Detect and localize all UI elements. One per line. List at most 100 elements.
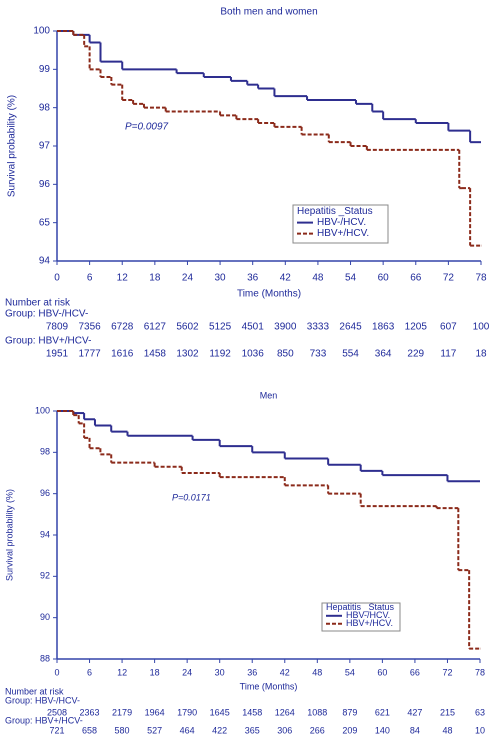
risk-count: 7809 — [46, 322, 69, 333]
y-tick-label: 96 — [40, 488, 50, 498]
y-tick-label: 98 — [39, 102, 51, 113]
risk-count: 3333 — [307, 322, 330, 333]
x-axis-label: Time (Months) — [237, 289, 301, 300]
x-tick-label: 54 — [345, 667, 355, 677]
p-value: P=0.0097 — [125, 122, 169, 133]
risk-count: 1863 — [372, 322, 395, 333]
risk-count: 266 — [310, 725, 325, 735]
x-tick-label: 60 — [378, 273, 390, 284]
x-tick-label: 42 — [280, 667, 290, 677]
risk-count: 6127 — [144, 322, 167, 333]
risk-group-name: Group: HBV+/HCV- — [5, 715, 83, 725]
risk-count: 607 — [440, 322, 457, 333]
chart-panel: Both men and women Survival probability (… — [5, 7, 490, 360]
y-axis-label: Survival probability (%) — [4, 489, 14, 581]
risk-count: 4501 — [242, 322, 265, 333]
risk-group-name: Group: HBV-/HCV- — [5, 695, 80, 705]
x-tick-label: 72 — [443, 273, 455, 284]
risk-count: 140 — [375, 725, 390, 735]
risk-count: 850 — [277, 349, 294, 360]
x-tick-label: 36 — [247, 667, 257, 677]
risk-count: 1616 — [111, 349, 134, 360]
risk-count: 1302 — [176, 349, 199, 360]
legend-label: HBV+/HCV. — [317, 228, 369, 239]
y-tick-label: 97 — [39, 141, 51, 152]
x-tick-label: 66 — [410, 273, 422, 284]
legend-title: Hepatitis _Status — [326, 602, 395, 612]
legend-box — [321, 602, 401, 632]
x-tick-label: 6 — [87, 273, 93, 284]
risk-count: 1205 — [405, 322, 428, 333]
risk-count: 365 — [245, 725, 260, 735]
x-tick-label: 42 — [280, 273, 292, 284]
x-tick-label: 12 — [117, 667, 127, 677]
y-tick-label: 94 — [39, 256, 51, 267]
risk-count: 721 — [49, 725, 64, 735]
x-tick-label: 60 — [377, 667, 387, 677]
x-tick-label: 18 — [149, 273, 161, 284]
chart-title: Both men and women — [220, 7, 317, 18]
risk-count: 1964 — [145, 707, 165, 717]
x-tick-label: 48 — [312, 667, 322, 677]
y-tick-label: 100 — [33, 26, 50, 37]
risk-count: 2363 — [80, 707, 100, 717]
x-axis-label: Time (Months) — [240, 681, 298, 691]
risk-count: 527 — [147, 725, 162, 735]
risk-table-label: Number at risk — [5, 298, 71, 309]
risk-count: 5602 — [176, 322, 199, 333]
risk-count: 1088 — [307, 707, 327, 717]
risk-count: 48 — [442, 725, 452, 735]
x-tick-label: 24 — [182, 273, 194, 284]
risk-group-name: Group: HBV+/HCV- — [5, 336, 91, 347]
x-tick-label: 12 — [117, 273, 129, 284]
y-tick-label: 100 — [35, 405, 50, 415]
x-tick-label: 36 — [247, 273, 259, 284]
x-tick-label: 48 — [312, 273, 324, 284]
risk-count: 5125 — [209, 322, 232, 333]
x-tick-label: 0 — [54, 667, 59, 677]
risk-count: 422 — [212, 725, 227, 735]
risk-count: 580 — [115, 725, 130, 735]
risk-count: 1192 — [209, 349, 231, 360]
risk-count: 1458 — [242, 707, 262, 717]
risk-count: 2645 — [339, 322, 362, 333]
risk-count: 364 — [375, 349, 392, 360]
y-tick-label: 98 — [40, 447, 50, 457]
x-tick-label: 24 — [182, 667, 192, 677]
risk-count: 1790 — [177, 707, 197, 717]
x-tick-label: 78 — [475, 273, 487, 284]
risk-count: 621 — [375, 707, 390, 717]
risk-count: 10 — [475, 725, 485, 735]
risk-count: 229 — [407, 349, 424, 360]
risk-count: 427 — [407, 707, 422, 717]
risk-count: 1264 — [275, 707, 295, 717]
y-axis-label: Survival probability (%) — [7, 95, 18, 197]
risk-count: 464 — [180, 725, 195, 735]
y-tick-label: 88 — [40, 653, 50, 663]
risk-count: 84 — [410, 725, 420, 735]
legend-label: HBV-/HCV. — [346, 610, 390, 620]
risk-count: 100 — [473, 322, 490, 333]
risk-count: 879 — [342, 707, 357, 717]
x-tick-label: 78 — [475, 667, 485, 677]
risk-count: 2179 — [112, 707, 132, 717]
risk-count: 6728 — [111, 322, 134, 333]
risk-table-label: Number at risk — [5, 686, 64, 696]
risk-group-name: Group: HBV-/HCV- — [5, 309, 88, 320]
risk-count: 3900 — [274, 322, 297, 333]
y-tick-label: 90 — [40, 612, 50, 622]
x-tick-label: 66 — [410, 667, 420, 677]
y-tick-label: 65 — [39, 217, 51, 228]
legend-label: HBV-/HCV. — [317, 217, 366, 228]
risk-count: 658 — [82, 725, 97, 735]
risk-count: 554 — [342, 349, 359, 360]
chart-panel: Men Survival probability (%) Time (Months)… — [4, 390, 485, 735]
risk-count: 2508 — [47, 707, 67, 717]
risk-count: 63 — [475, 707, 485, 717]
x-tick-label: 30 — [215, 667, 225, 677]
x-tick-label: 72 — [442, 667, 452, 677]
y-tick-label: 99 — [39, 64, 51, 75]
legend-label: HBV+/HCV. — [346, 618, 393, 628]
risk-count: 18 — [475, 349, 487, 360]
